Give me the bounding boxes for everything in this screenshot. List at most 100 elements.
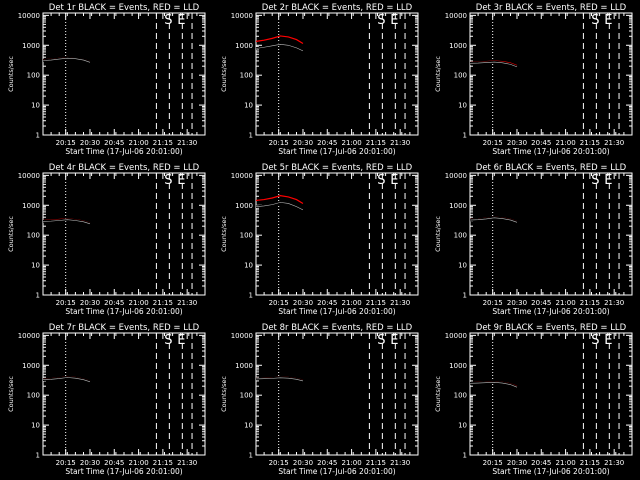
y-tick-label: 100 <box>454 232 467 240</box>
x-tick-label: 21:30 <box>177 299 197 307</box>
x-axis-label: Start Time (17-Jul-06 20:01:00) <box>492 307 609 316</box>
detector-panel-4: Det 4r BLACK = Events, RED = LLD 1 10 100 10… <box>7 163 206 316</box>
x-tick-label: 20:15 <box>269 299 289 307</box>
x-tick-label: 21:00 <box>128 139 148 147</box>
y-tick-label: 10000 <box>231 172 253 180</box>
x-tick-label: 21:15 <box>580 299 600 307</box>
x-tick-label: 20:15 <box>483 299 503 307</box>
panel-title: Det 7r BLACK = Events, RED = LLD <box>49 323 200 333</box>
events-series-line <box>255 377 304 382</box>
x-tick-label: 20:45 <box>531 299 551 307</box>
marker-label: S <box>164 333 172 348</box>
marker-label: E <box>604 13 612 28</box>
x-tick-label: 21:00 <box>128 299 148 307</box>
x-axis-label: Start Time (17-Jul-06 20:01:00) <box>492 467 609 476</box>
x-tick-label: 20:45 <box>104 139 124 147</box>
x-axis-label: Start Time (17-Jul-06 20:01:00) <box>65 467 182 476</box>
y-axis-label: Counts/sec <box>434 376 442 412</box>
x-tick-label: 21:00 <box>555 459 575 467</box>
x-tick-label: 20:15 <box>56 459 76 467</box>
y-tick-label: 100 <box>454 392 467 400</box>
detector-panel-8: Det 8r BLACK = Events, RED = LLD 1 10 100 10… <box>220 323 419 476</box>
y-tick-label: 1 <box>36 292 40 300</box>
y-tick-label: 100 <box>240 72 253 80</box>
detector-panel-3: Det 3r BLACK = Events, RED = LLD 1 10 100 10… <box>434 3 633 156</box>
marker-label: S <box>164 173 172 188</box>
x-tick-label: 21:15 <box>580 459 600 467</box>
x-axis-label: Start Time (17-Jul-06 20:01:00) <box>65 147 182 156</box>
events-series-line <box>42 219 91 225</box>
y-tick-label: 10000 <box>18 12 40 20</box>
x-tick-label: 20:30 <box>507 299 527 307</box>
x-axis-label: Start Time (17-Jul-06 20:01:00) <box>278 307 395 316</box>
y-tick-label: 1 <box>36 132 40 140</box>
panel-title: Det 8r BLACK = Events, RED = LLD <box>262 323 413 333</box>
marker-label: S <box>591 173 599 188</box>
x-tick-label: 20:30 <box>293 459 313 467</box>
x-axis-label: Start Time (17-Jul-06 20:01:00) <box>65 307 182 316</box>
x-tick-label: 20:30 <box>507 459 527 467</box>
x-tick-label: 20:15 <box>269 459 289 467</box>
y-axis-label: Counts/sec <box>7 376 15 412</box>
y-tick-label: 10 <box>458 102 467 110</box>
y-tick-label: 1000 <box>449 202 467 210</box>
marker-label: S <box>377 333 385 348</box>
y-axis-label: Counts/sec <box>434 56 442 92</box>
x-tick-label: 20:30 <box>80 459 100 467</box>
y-tick-label: 10 <box>244 102 253 110</box>
panel-title: Det 5r BLACK = Events, RED = LLD <box>262 163 413 173</box>
x-tick-label: 21:00 <box>341 299 361 307</box>
events-series-line <box>42 57 91 63</box>
x-tick-label: 21:00 <box>555 139 575 147</box>
x-tick-label: 20:45 <box>104 299 124 307</box>
marker-label: E <box>177 13 185 28</box>
lld-series-line <box>255 195 304 204</box>
panel-title: Det 9r BLACK = Events, RED = LLD <box>476 323 627 333</box>
y-tick-label: 1 <box>36 452 40 460</box>
x-tick-label: 20:45 <box>531 139 551 147</box>
marker-label: E <box>177 173 185 188</box>
x-tick-label: 21:00 <box>341 139 361 147</box>
x-tick-label: 21:00 <box>555 299 575 307</box>
y-tick-label: 1000 <box>449 362 467 370</box>
y-tick-label: 10000 <box>231 332 253 340</box>
y-tick-label: 10000 <box>18 172 40 180</box>
x-tick-label: 21:15 <box>153 299 173 307</box>
events-series-line <box>255 202 304 211</box>
events-series-line <box>255 43 304 52</box>
y-tick-label: 100 <box>240 232 253 240</box>
x-tick-label: 21:15 <box>580 139 600 147</box>
y-tick-label: 10000 <box>445 172 467 180</box>
y-tick-label: 1 <box>249 452 253 460</box>
x-tick-label: 21:15 <box>366 139 386 147</box>
x-tick-label: 21:00 <box>341 459 361 467</box>
y-tick-label: 1 <box>249 292 253 300</box>
x-tick-label: 20:15 <box>56 299 76 307</box>
y-tick-label: 10000 <box>231 12 253 20</box>
x-axis-label: Start Time (17-Jul-06 20:01:00) <box>278 147 395 156</box>
y-tick-label: 1 <box>463 132 467 140</box>
marker-label: E <box>390 173 398 188</box>
x-tick-label: 20:45 <box>317 459 337 467</box>
events-series-line <box>469 381 518 388</box>
events-series-line <box>42 377 91 383</box>
panel-title: Det 3r BLACK = Events, RED = LLD <box>476 3 627 13</box>
x-tick-label: 20:45 <box>317 299 337 307</box>
x-tick-label: 20:15 <box>483 139 503 147</box>
y-tick-label: 10 <box>31 102 40 110</box>
y-tick-label: 10 <box>458 422 467 430</box>
x-tick-label: 21:30 <box>604 459 624 467</box>
y-tick-label: 1000 <box>22 202 40 210</box>
x-tick-label: 20:30 <box>293 299 313 307</box>
x-tick-label: 21:15 <box>366 299 386 307</box>
marker-label: S <box>377 173 385 188</box>
x-axis-label: Start Time (17-Jul-06 20:01:00) <box>278 467 395 476</box>
y-tick-label: 1 <box>463 452 467 460</box>
marker-label: S <box>591 13 599 28</box>
x-tick-label: 21:15 <box>153 139 173 147</box>
x-axis-label: Start Time (17-Jul-06 20:01:00) <box>492 147 609 156</box>
panel-title: Det 2r BLACK = Events, RED = LLD <box>262 3 413 13</box>
x-tick-label: 21:30 <box>390 459 410 467</box>
